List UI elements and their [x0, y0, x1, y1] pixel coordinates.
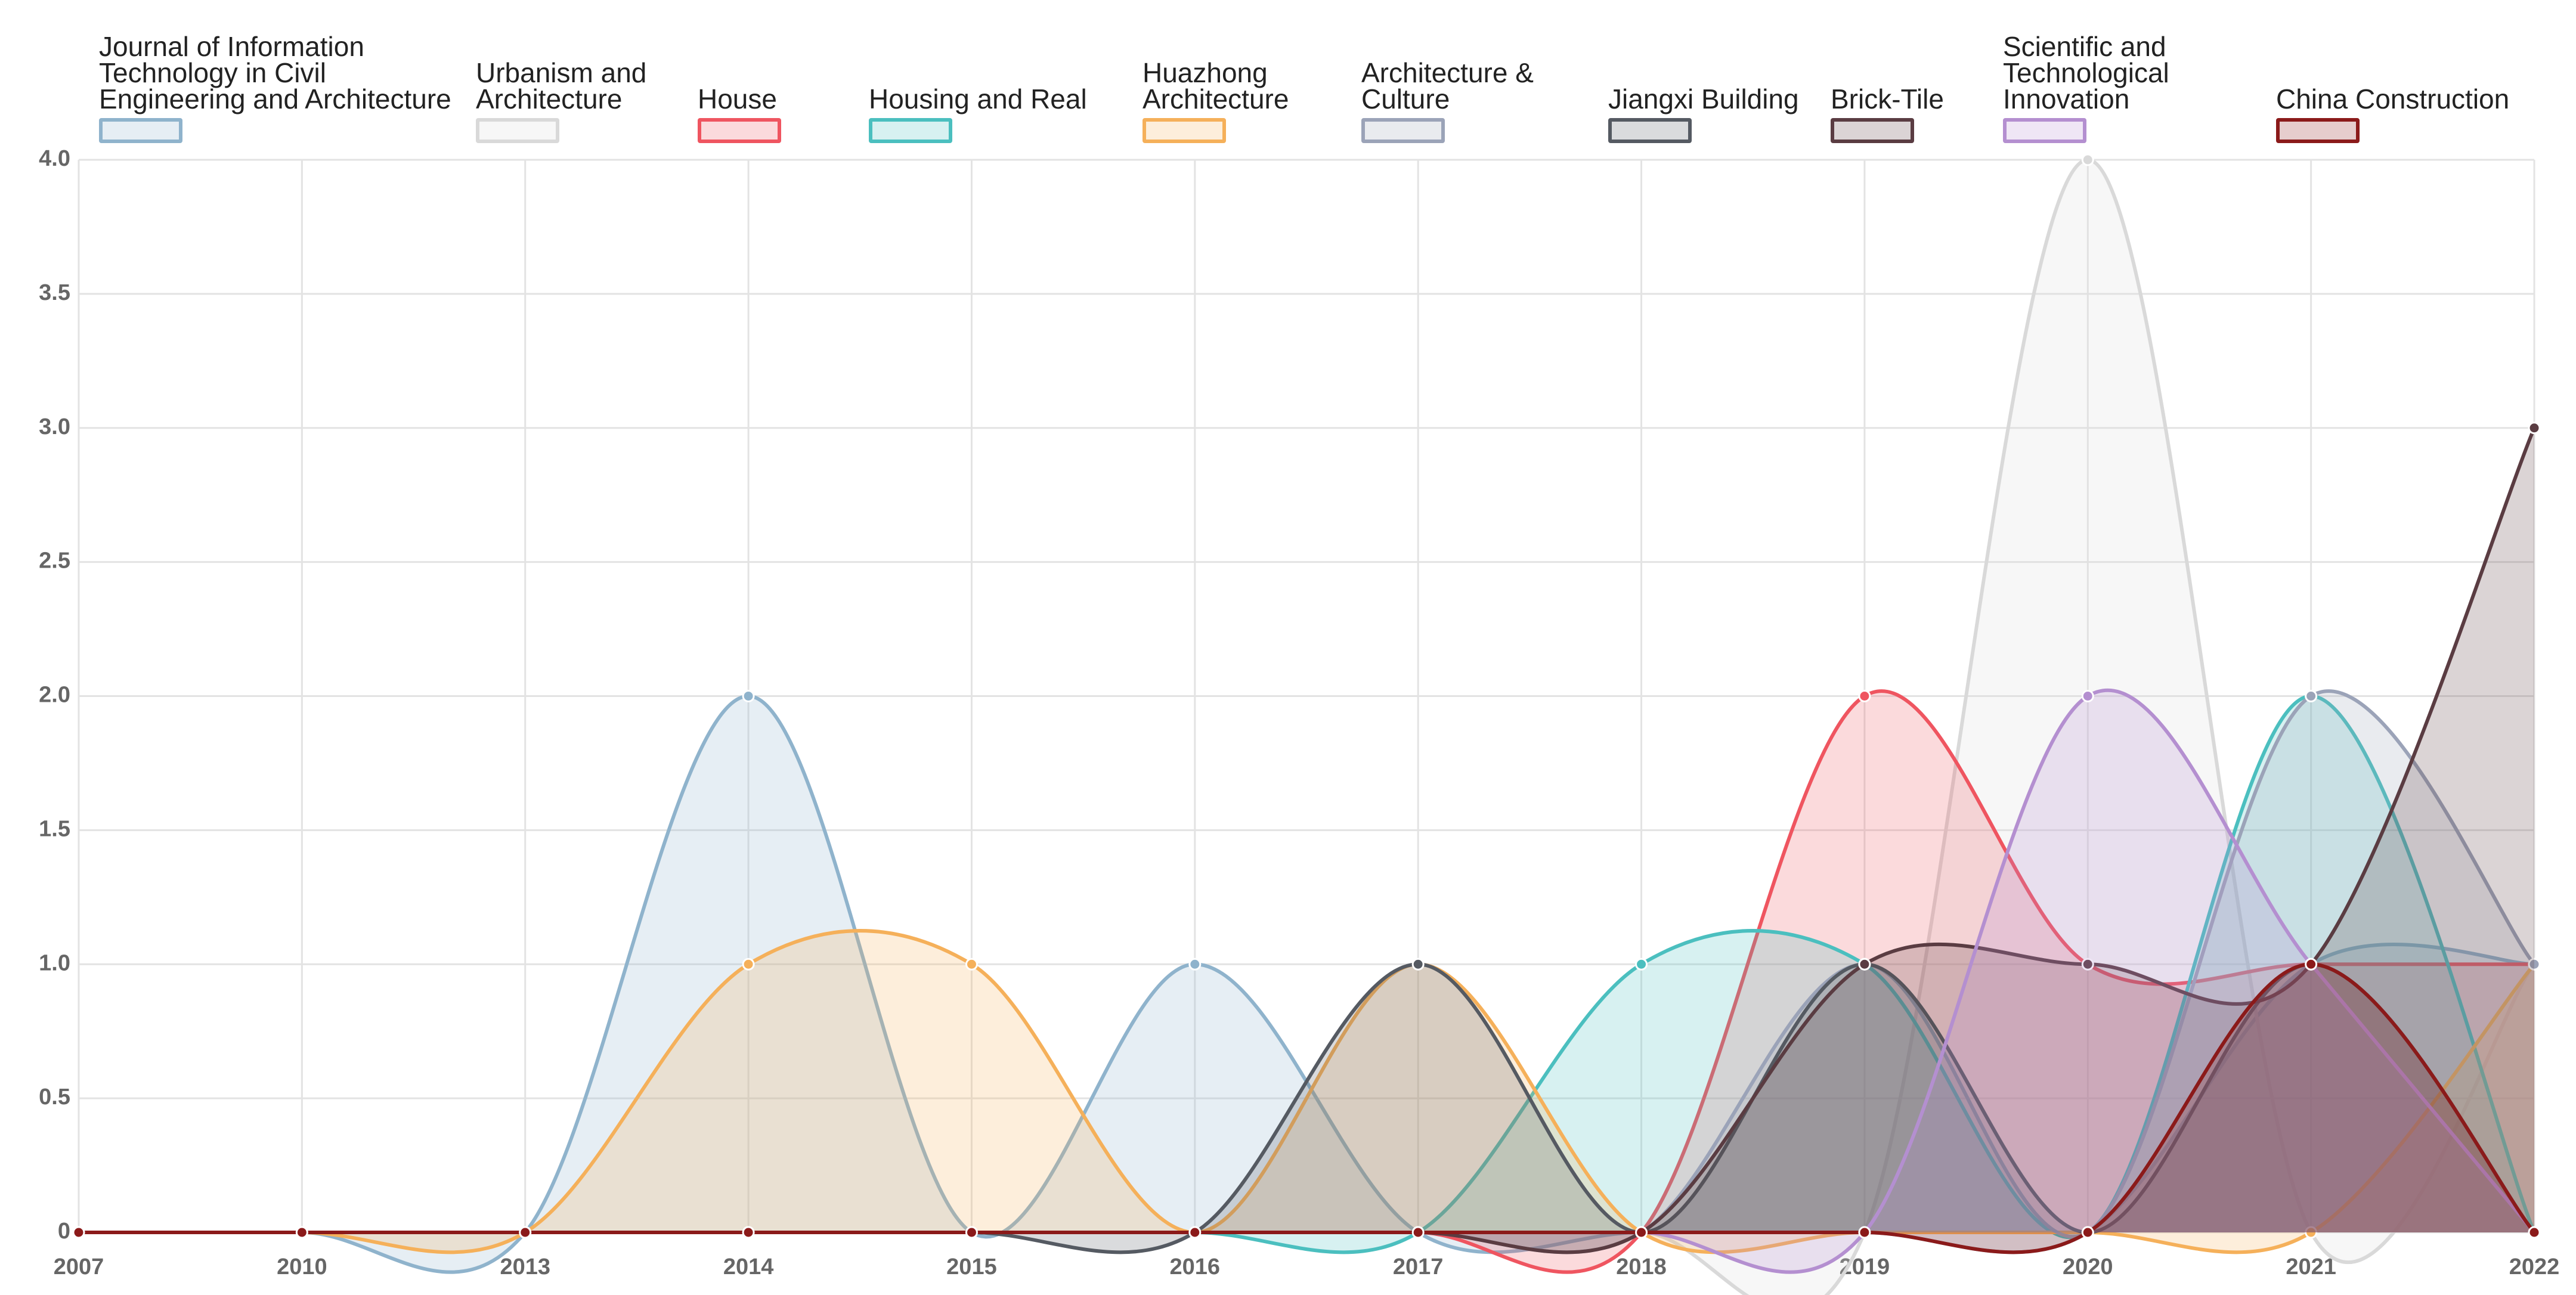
- point: [1858, 690, 1871, 702]
- point: [1411, 1226, 1425, 1239]
- legend-item[interactable]: Urbanism and Architecture: [476, 0, 667, 143]
- legend-swatch: [1831, 118, 1914, 143]
- x-tick-label: 2020: [2063, 1254, 2113, 1279]
- legend-label: Urbanism and Architecture: [476, 57, 647, 114]
- y-tick-label: 2.5: [39, 549, 70, 574]
- legend-item[interactable]: Architecture & Culture: [1361, 0, 1534, 143]
- point: [519, 1226, 532, 1239]
- legend-label: Brick-Tile: [1831, 83, 1944, 114]
- point: [2305, 690, 2318, 702]
- legend-item[interactable]: China Construction: [2276, 0, 2538, 143]
- x-tick-label: 2022: [2509, 1254, 2560, 1279]
- area: [79, 427, 2534, 1253]
- x-tick-label: 2010: [277, 1254, 327, 1279]
- x-tick-label: 2018: [1616, 1254, 1667, 1279]
- legend-item[interactable]: Scientific and Technological Innovation: [2003, 0, 2230, 143]
- area: [79, 690, 2534, 1272]
- point: [2528, 958, 2541, 971]
- legend-item[interactable]: Jiangxi Building: [1608, 0, 1823, 143]
- legend-label: Scientific and Technological Innovation: [2003, 31, 2169, 114]
- point: [742, 1226, 755, 1239]
- point: [965, 1226, 978, 1239]
- point: [1635, 958, 1648, 971]
- y-tick-label: 1.0: [39, 950, 70, 975]
- legend-swatch: [698, 118, 781, 143]
- legend-item[interactable]: Housing and Real: [869, 0, 1119, 143]
- x-tick-label: 2007: [54, 1254, 104, 1279]
- x-tick-label: 2021: [2286, 1254, 2336, 1279]
- x-tick-label: 2017: [1393, 1254, 1444, 1279]
- point: [295, 1226, 308, 1239]
- legend-swatch: [1361, 118, 1445, 143]
- y-tick-label: 3.0: [39, 414, 70, 439]
- point: [2081, 690, 2094, 702]
- legend-label: Housing and Real: [869, 83, 1087, 114]
- x-tick-label: 2015: [946, 1254, 997, 1279]
- legend-item[interactable]: Brick-Tile: [1831, 0, 1986, 143]
- y-tick-label: 1.5: [39, 816, 70, 841]
- point: [2528, 1226, 2541, 1239]
- point: [1188, 1226, 1202, 1239]
- legend-swatch: [99, 118, 182, 143]
- legend-item[interactable]: House: [698, 0, 841, 143]
- area: [79, 696, 2534, 1272]
- point: [1858, 958, 1871, 971]
- x-tick-label: 2013: [500, 1254, 550, 1279]
- x-tick-label: 2016: [1170, 1254, 1221, 1279]
- legend-label: Jiangxi Building: [1608, 83, 1799, 114]
- point: [2081, 1226, 2094, 1239]
- area: [79, 964, 2534, 1253]
- point: [72, 1226, 85, 1239]
- y-tick-label: 0.5: [39, 1085, 70, 1110]
- x-tick-label: 2014: [723, 1254, 774, 1279]
- y-tick-label: 0: [58, 1219, 70, 1244]
- y-tick-label: 2.0: [39, 683, 70, 708]
- point: [2528, 422, 2541, 435]
- legend-swatch: [1143, 118, 1226, 143]
- point: [965, 958, 978, 971]
- point: [742, 690, 755, 702]
- legend-label: China Construction: [2276, 83, 2510, 114]
- point: [2081, 958, 2094, 971]
- legend-swatch: [2276, 118, 2360, 143]
- point: [1188, 958, 1202, 971]
- point: [1635, 1226, 1648, 1239]
- legend-label: Journal of Information Technology in Civ…: [99, 31, 451, 114]
- legend-item[interactable]: Huazhong Architecture: [1143, 0, 1321, 143]
- legend-label: Huazhong Architecture: [1143, 57, 1289, 114]
- area: [79, 931, 2534, 1253]
- point: [2305, 958, 2318, 971]
- legend-swatch: [1608, 118, 1692, 143]
- area: [79, 964, 2534, 1253]
- point: [742, 958, 755, 971]
- legend-swatch: [869, 118, 952, 143]
- area: [79, 691, 2534, 1272]
- point: [1858, 1226, 1871, 1239]
- legend-swatch: [2003, 118, 2086, 143]
- point: [1411, 958, 1425, 971]
- point: [2305, 1226, 2318, 1239]
- legend-item[interactable]: Journal of Information Technology in Civ…: [99, 0, 475, 143]
- y-tick-label: 3.5: [39, 280, 70, 305]
- legend-label: Architecture & Culture: [1361, 57, 1534, 114]
- y-tick-label: 4.0: [39, 146, 70, 171]
- legend-swatch: [476, 118, 559, 143]
- legend-label: House: [698, 83, 777, 114]
- point: [2081, 153, 2094, 166]
